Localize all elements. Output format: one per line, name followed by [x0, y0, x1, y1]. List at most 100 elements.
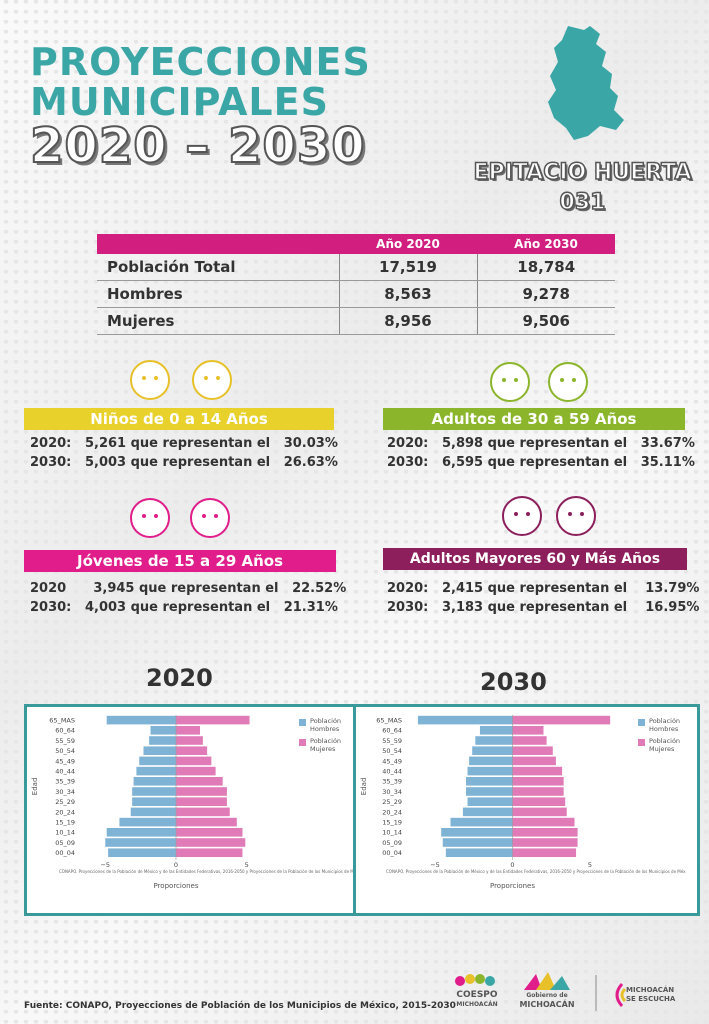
y-tick-label: 05_09 [55, 839, 75, 847]
bar-hombres [479, 726, 513, 735]
group-ninos-line-2020: 2020: 5,261 que representan el 30.03% [30, 436, 338, 451]
chart-2020-title: 2020 [146, 664, 213, 692]
y-tick-label: 10_14 [382, 829, 402, 837]
coespo-logo-text: COESPO [456, 990, 498, 1000]
x-tick-label: 5 [245, 861, 249, 869]
x-axis-label: Proporciones [490, 882, 535, 890]
year: 2030: [30, 455, 72, 470]
bar-mujeres [176, 807, 230, 817]
coespo-logo: COESPO MICHOACÁN [452, 972, 502, 1012]
coespo-logo-subtext: MICHOACÁN [456, 1001, 498, 1008]
value-text: 3,945 que representan el [93, 581, 279, 596]
year: 2020: [387, 436, 429, 451]
legend-label: Población [649, 737, 680, 745]
x-tick-label: 0 [510, 861, 514, 869]
y-tick-label: 55_59 [382, 737, 402, 745]
legend-label: Hombres [310, 725, 340, 733]
elderly-man-icon [556, 496, 596, 536]
bar-hombres [472, 746, 513, 755]
title-years: 2020 – 2030 [29, 117, 366, 175]
baby-girl-icon [192, 360, 232, 400]
y-tick-label: 45_49 [55, 757, 75, 765]
bar-hombres [417, 715, 513, 725]
y-tick-label: 05_09 [382, 839, 402, 847]
row-value-2020: 8,563 [338, 280, 477, 308]
y-tick-label: 60_64 [55, 727, 75, 735]
row-label: Mujeres [97, 307, 339, 335]
row-value-2030: 18,784 [476, 254, 615, 281]
gobierno-emblem-icon [524, 972, 570, 990]
bar-mujeres [176, 777, 223, 786]
bar-hombres [466, 787, 513, 796]
bar-hombres [136, 766, 176, 776]
sound-wave-icon [615, 982, 626, 1008]
young-man-icon [190, 498, 230, 538]
legend-swatch [299, 739, 306, 746]
y-tick-label: 35_39 [55, 778, 75, 786]
coespo-figures-icon [455, 974, 495, 986]
row-value-2020: 17,519 [338, 254, 477, 281]
group-jovenes-title: Jóvenes de 15 a 29 Años [24, 550, 336, 572]
chart-2030-title: 2030 [480, 668, 547, 696]
bar-hombres [130, 807, 176, 817]
gobierno-michoacan-logo: Gobierno de MICHOACÁN [516, 970, 578, 1015]
col-2030-header: Año 2030 [477, 234, 615, 254]
bar-hombres [132, 787, 176, 796]
bar-mujeres [512, 807, 567, 817]
group-adultos-line-2030: 2030: 6,595 que representan el 35.11% [387, 455, 695, 470]
year: 2020 [30, 581, 67, 596]
col-2020-header: Año 2020 [339, 234, 477, 254]
bar-hombres [143, 746, 176, 755]
bar-mujeres [512, 756, 556, 766]
x-tick-label: −5 [430, 861, 440, 869]
legend-label: Población [310, 737, 341, 745]
y-tick-label: 35_39 [382, 778, 402, 786]
value-text: 5,003 que representan el [84, 455, 271, 470]
bar-mujeres [176, 736, 203, 745]
bar-hombres [105, 838, 176, 847]
legend-label: Mujeres [310, 745, 336, 753]
bar-hombres [119, 817, 176, 827]
mse-logo-text: MICHOACÁN [626, 986, 675, 994]
group-mayores-line-2020: 2020: 2,415 que representan el 13.79% [387, 581, 699, 596]
bar-mujeres [512, 838, 578, 847]
y-axis-label: Edad [31, 778, 39, 796]
bar-mujeres [176, 848, 243, 857]
population-table: Año 2020 Año 2030 Población Total 17,519… [97, 234, 615, 335]
bar-mujeres [512, 828, 578, 837]
group-jovenes-line-2030: 2030: 4,003 que representan el 21.31% [30, 600, 338, 615]
value-text: 5,261 que representan el [84, 436, 271, 451]
y-axis-label: Edad [360, 778, 368, 796]
y-tick-label: 25_29 [55, 798, 75, 806]
y-tick-label: 15_19 [382, 819, 402, 827]
bar-mujeres [512, 726, 544, 735]
pyramid-chart-2020: Edad 65_MAS 60_64 55_59 50_54 45_49 40_44 35_39… [31, 715, 353, 890]
bar-mujeres [512, 715, 611, 725]
percent: 33.67% [640, 436, 695, 451]
x-axis-label: Proporciones [153, 882, 198, 890]
bar-hombres [475, 736, 513, 745]
bar-mujeres [512, 766, 563, 776]
row-value-2030: 9,506 [476, 307, 615, 335]
percent: 16.95% [645, 600, 700, 615]
bar-hombres [467, 766, 513, 776]
bar-hombres [462, 807, 513, 817]
chart-note: CONAPO. Proyecciones de la Población de … [386, 869, 686, 874]
group-mayores-line-2030: 2030: 3,183 que representan el 16.95% [387, 600, 699, 615]
y-tick-label: 20_24 [382, 808, 402, 816]
x-tick-label: −5 [100, 861, 110, 869]
bar-mujeres [512, 777, 564, 786]
bar-mujeres [512, 848, 577, 857]
percent: 13.79% [645, 581, 700, 596]
bar-mujeres [176, 746, 208, 755]
bar-mujeres [176, 787, 227, 796]
bar-hombres [466, 777, 513, 786]
bar-hombres [108, 848, 176, 857]
pyramid-chart-2030: Edad 65_MAS 60_64 55_59 50_54 45_49 40_44 35_39… [360, 715, 686, 890]
y-tick-label: 45_49 [382, 757, 402, 765]
group-adultos-line-2020: 2020: 5,898 que representan el 33.67% [387, 436, 695, 451]
bar-mujeres [512, 797, 566, 806]
value-text: 3,183 que representan el [441, 600, 628, 615]
x-tick-label: 5 [588, 861, 592, 869]
legend-label: Mujeres [649, 745, 675, 753]
